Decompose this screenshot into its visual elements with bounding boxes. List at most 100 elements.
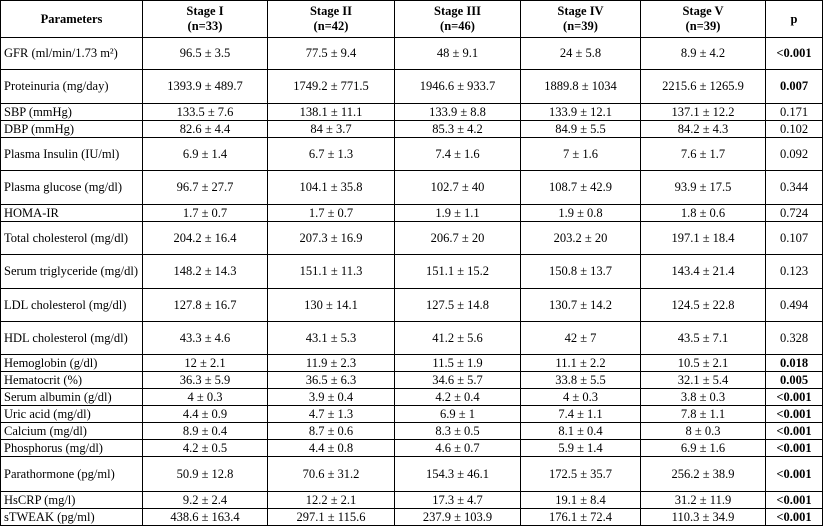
table-row: GFR (ml/min/1.73 m²) 96.5 ± 3.5 77.5 ± 9.4… [0,37,823,70]
value-cell: 138.1 ± 11.1 [267,103,395,121]
row-label: LDL cholesterol (mg/dl) [0,288,143,322]
value-cell: 8.7 ± 0.6 [267,422,395,440]
value-cell: 41.2 ± 5.6 [394,321,521,355]
value-cell: 34.6 ± 5.7 [394,371,521,389]
value-cell: 151.1 ± 11.3 [267,254,395,289]
stage-name: Stage IV [557,4,604,18]
value-cell: 7.4 ± 1.6 [394,137,521,171]
value-cell: 133.9 ± 12.1 [520,103,641,121]
value-cell: 151.1 ± 15.2 [394,254,521,289]
value-cell: 33.8 ± 5.5 [520,371,641,389]
row-label: Serum albumin (g/dl) [0,388,143,406]
row-label: Uric acid (mg/dl) [0,405,143,423]
value-cell: 104.1 ± 35.8 [267,170,395,205]
value-cell: 19.1 ± 8.4 [520,491,641,509]
p-value: <0.001 [765,456,823,492]
value-cell: 96.5 ± 3.5 [142,37,268,70]
value-cell: 137.1 ± 12.2 [640,103,766,121]
table-row: Hemoglobin (g/dl) 12 ± 2.1 11.9 ± 2.3 11.5 … [0,354,823,372]
stage-n: (n=46) [440,19,475,33]
stage-name: Stage I [186,4,224,18]
table-row: Plasma glucose (mg/dl) 96.7 ± 27.7 104.1 ±… [0,170,823,205]
value-cell: 110.3 ± 34.9 [640,508,766,526]
value-cell: 1.9 ± 1.1 [394,204,521,222]
value-cell: 1749.2 ± 771.5 [267,69,395,104]
header-cell: p [765,0,823,38]
value-cell: 1393.9 ± 489.7 [142,69,268,104]
header-cell: Stage V (n=39) [640,0,766,38]
value-cell: 8.3 ± 0.5 [394,422,521,440]
table-row: SBP (mmHg) 133.5 ± 7.6 138.1 ± 11.1 133.9 ±… [0,103,823,121]
row-label: Plasma glucose (mg/dl) [0,170,143,205]
value-cell: 4.6 ± 0.7 [394,439,521,457]
value-cell: 7 ± 1.6 [520,137,641,171]
p-value: 0.018 [765,354,823,372]
p-value: 0.092 [765,137,823,171]
value-cell: 207.3 ± 16.9 [267,221,395,255]
value-cell: 4.2 ± 0.5 [142,439,268,457]
p-value: 0.494 [765,288,823,322]
table-row: Hematocrit (%) 36.3 ± 5.9 36.5 ± 6.3 34.6 ±… [0,371,823,389]
value-cell: 124.5 ± 22.8 [640,288,766,322]
value-cell: 82.6 ± 4.4 [142,120,268,138]
header-cell: Parameters [0,0,143,38]
value-cell: 127.8 ± 16.7 [142,288,268,322]
value-cell: 130 ± 14.1 [267,288,395,322]
p-value: 0.171 [765,103,823,121]
p-value: <0.001 [765,405,823,423]
value-cell: 70.6 ± 31.2 [267,456,395,492]
value-cell: 50.9 ± 12.8 [142,456,268,492]
value-cell: 130.7 ± 14.2 [520,288,641,322]
stage-name: Stage V [682,4,724,18]
value-cell: 9.2 ± 2.4 [142,491,268,509]
row-label: Hemoglobin (g/dl) [0,354,143,372]
p-value: 0.007 [765,69,823,104]
row-label: Plasma Insulin (IU/ml) [0,137,143,171]
value-cell: 7.8 ± 1.1 [640,405,766,423]
table-row: Phosphorus (mg/dl) 4.2 ± 0.5 4.4 ± 0.8 4.6 … [0,439,823,457]
value-cell: 8.1 ± 0.4 [520,422,641,440]
value-cell: 6.9 ± 1 [394,405,521,423]
value-cell: 43.3 ± 4.6 [142,321,268,355]
value-cell: 108.7 ± 42.9 [520,170,641,205]
row-label: GFR (ml/min/1.73 m²) [0,37,143,70]
header-cell: Stage II (n=42) [267,0,395,38]
p-value: <0.001 [765,491,823,509]
value-cell: 143.4 ± 21.4 [640,254,766,289]
value-cell: 3.8 ± 0.3 [640,388,766,406]
p-value: 0.328 [765,321,823,355]
stage-name: Stage III [434,4,481,18]
header-row: Parameters Stage I (n=33) Stage II (n=42) St… [0,0,823,38]
header-cell: Stage I (n=33) [142,0,268,38]
row-label: Serum triglyceride (mg/dl) [0,254,143,289]
stage-n: (n=39) [563,19,598,33]
p-value: <0.001 [765,37,823,70]
value-cell: 7.6 ± 1.7 [640,137,766,171]
table-row: Serum albumin (g/dl) 4 ± 0.3 3.9 ± 0.4 4.2 … [0,388,823,406]
value-cell: 24 ± 5.8 [520,37,641,70]
value-cell: 1.7 ± 0.7 [142,204,268,222]
value-cell: 4 ± 0.3 [142,388,268,406]
value-cell: 133.9 ± 8.8 [394,103,521,121]
table-row: HDL cholesterol (mg/dl) 43.3 ± 4.6 43.1 ± … [0,321,823,355]
value-cell: 6.7 ± 1.3 [267,137,395,171]
value-cell: 256.2 ± 38.9 [640,456,766,492]
value-cell: 3.9 ± 0.4 [267,388,395,406]
value-cell: 1.7 ± 0.7 [267,204,395,222]
value-cell: 7.4 ± 1.1 [520,405,641,423]
p-value: <0.001 [765,508,823,526]
table-row: Uric acid (mg/dl) 4.4 ± 0.9 4.7 ± 1.3 6.9 ±… [0,405,823,423]
table-row: Calcium (mg/dl) 8.9 ± 0.4 8.7 ± 0.6 8.3 ± 0… [0,422,823,440]
value-cell: 297.1 ± 115.6 [267,508,395,526]
stage-name: Stage II [309,4,353,18]
value-cell: 77.5 ± 9.4 [267,37,395,70]
row-label: sTWEAK (pg/ml) [0,508,143,526]
value-cell: 17.3 ± 4.7 [394,491,521,509]
value-cell: 36.3 ± 5.9 [142,371,268,389]
value-cell: 133.5 ± 7.6 [142,103,268,121]
value-cell: 31.2 ± 11.9 [640,491,766,509]
stage-n: (n=42) [313,19,349,33]
p-value: 0.123 [765,254,823,289]
value-cell: 1.9 ± 0.8 [520,204,641,222]
